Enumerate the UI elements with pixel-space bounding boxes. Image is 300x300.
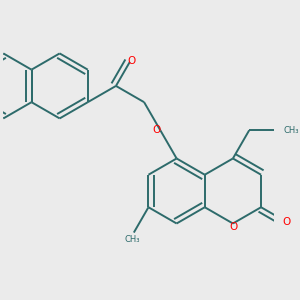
Text: O: O (127, 56, 135, 66)
Text: O: O (153, 125, 161, 135)
Text: O: O (230, 222, 238, 232)
Text: CH₃: CH₃ (125, 235, 140, 244)
Text: CH₃: CH₃ (284, 126, 299, 135)
Text: O: O (282, 218, 290, 227)
